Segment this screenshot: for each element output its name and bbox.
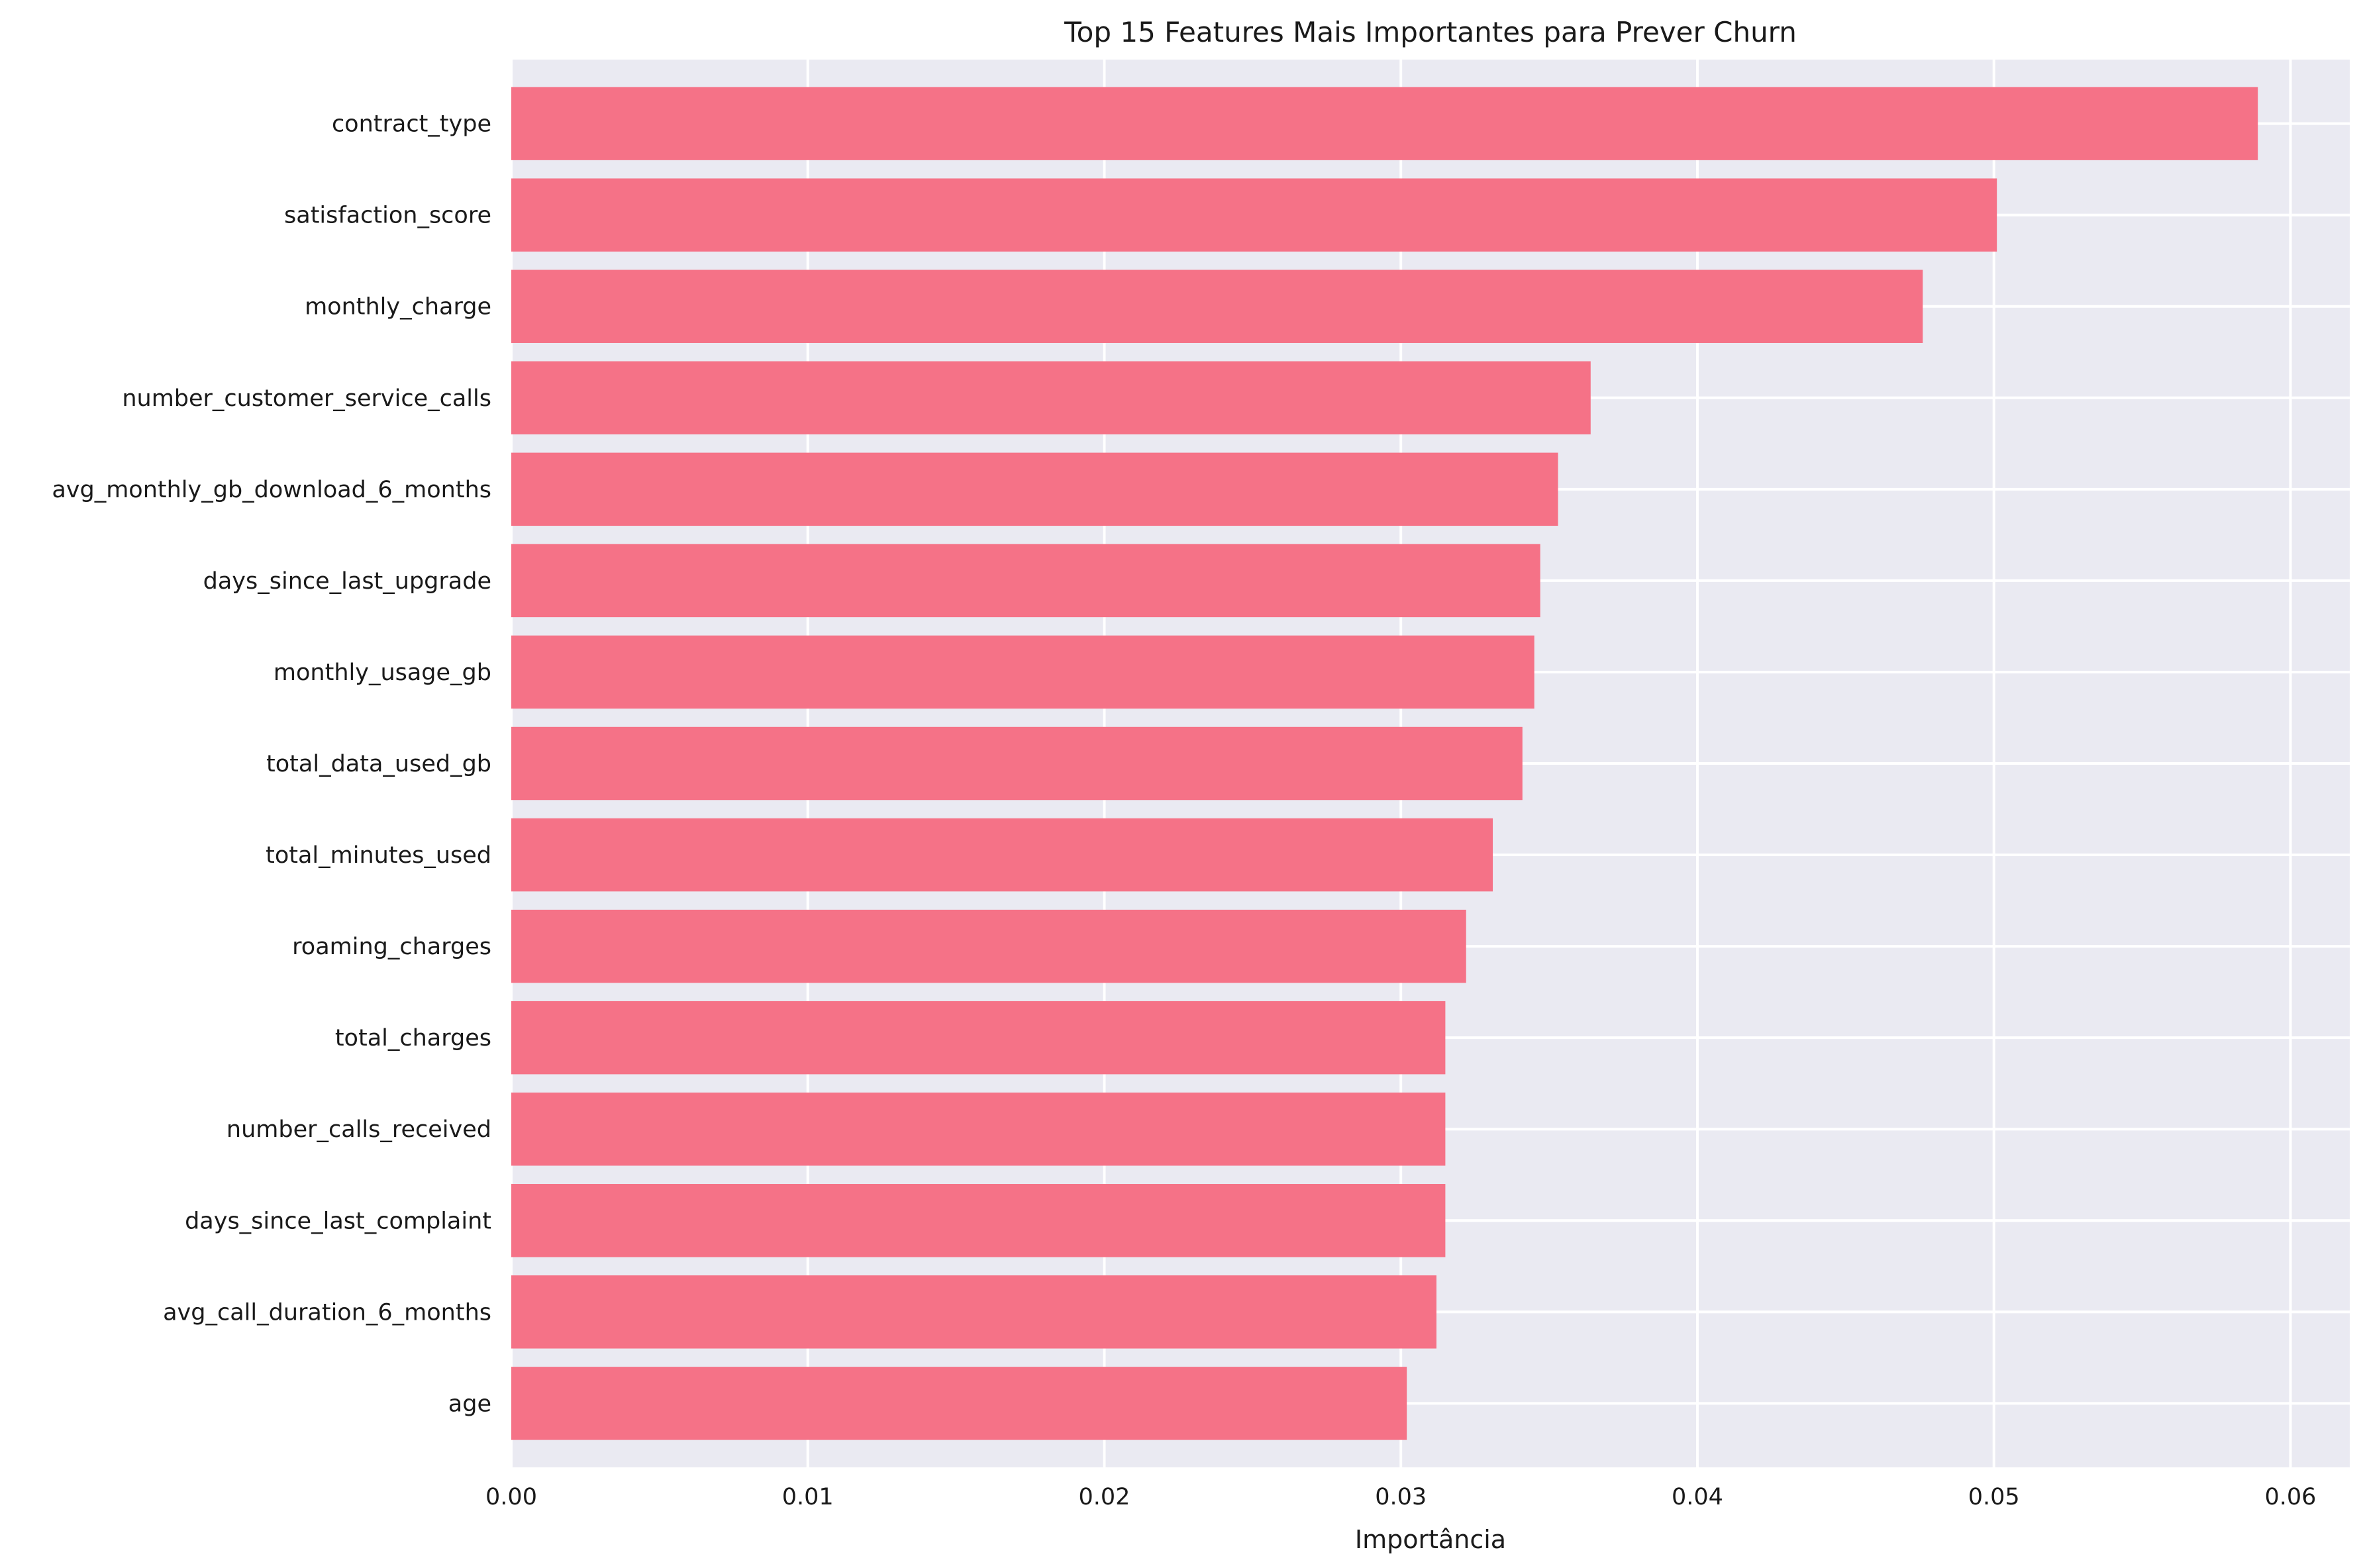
y-tick-label: satisfaction_score: [284, 203, 491, 229]
x-tick-label: 0.03: [1375, 1484, 1427, 1510]
bar-days-since-last-upgrade: [511, 544, 1540, 618]
y-tick-label: contract_type: [332, 111, 491, 138]
bar-satisfaction-score: [511, 178, 1997, 252]
y-tick-label: avg_call_duration_6_months: [163, 1299, 491, 1326]
x-tick-label: 0.02: [1079, 1484, 1131, 1510]
y-tick-label: monthly_usage_gb: [274, 660, 491, 686]
y-tick-label: total_charges: [335, 1025, 491, 1052]
bar-avg-call-duration-6-months: [511, 1275, 1436, 1349]
y-tick-labels: contract_type satisfaction_score monthly_c…: [52, 111, 491, 1418]
chart-title: Top 15 Features Mais Importantes para Pr…: [1064, 16, 1797, 48]
y-tick-label: total_data_used_gb: [266, 751, 491, 777]
bar-contract-type: [511, 87, 2258, 160]
bar-roaming-charges: [511, 909, 1466, 983]
y-tick-label: days_since_last_upgrade: [203, 568, 491, 595]
bar-days-since-last-complaint: [511, 1184, 1446, 1257]
x-tick-label: 0.01: [782, 1484, 834, 1510]
x-tick-label: 0.06: [2264, 1484, 2316, 1510]
bar-number-calls-received: [511, 1092, 1446, 1166]
x-axis-label: Importância: [1355, 1525, 1506, 1554]
bar-total-data-used-gb: [511, 726, 1523, 801]
bar-avg-monthly-gb-download-6-months: [511, 452, 1558, 526]
bar-total-minutes-used: [511, 818, 1493, 892]
bar-monthly-usage-gb: [511, 635, 1534, 709]
y-tick-label: monthly_charge: [305, 294, 491, 320]
y-tick-label: number_calls_received: [226, 1116, 491, 1143]
x-tick-label: 0.00: [485, 1484, 537, 1510]
y-tick-label: roaming_charges: [292, 934, 491, 960]
y-tick-label: number_customer_service_calls: [122, 385, 491, 412]
bars: [511, 87, 2258, 1440]
bar-age: [511, 1367, 1407, 1440]
bar-number-customer-service-calls: [511, 361, 1591, 435]
x-tick-labels: 0.00 0.01 0.02 0.03 0.04 0.05 0.06: [485, 1484, 2316, 1510]
y-tick-label: total_minutes_used: [266, 842, 491, 869]
y-tick-label: days_since_last_complaint: [185, 1208, 491, 1234]
y-tick-label: avg_monthly_gb_download_6_months: [52, 477, 491, 503]
bar-total-charges: [511, 1001, 1446, 1075]
bar-monthly-charge: [511, 270, 1923, 343]
y-tick-label: age: [448, 1391, 491, 1417]
x-tick-label: 0.05: [1968, 1484, 2020, 1510]
x-tick-label: 0.04: [1672, 1484, 1723, 1510]
